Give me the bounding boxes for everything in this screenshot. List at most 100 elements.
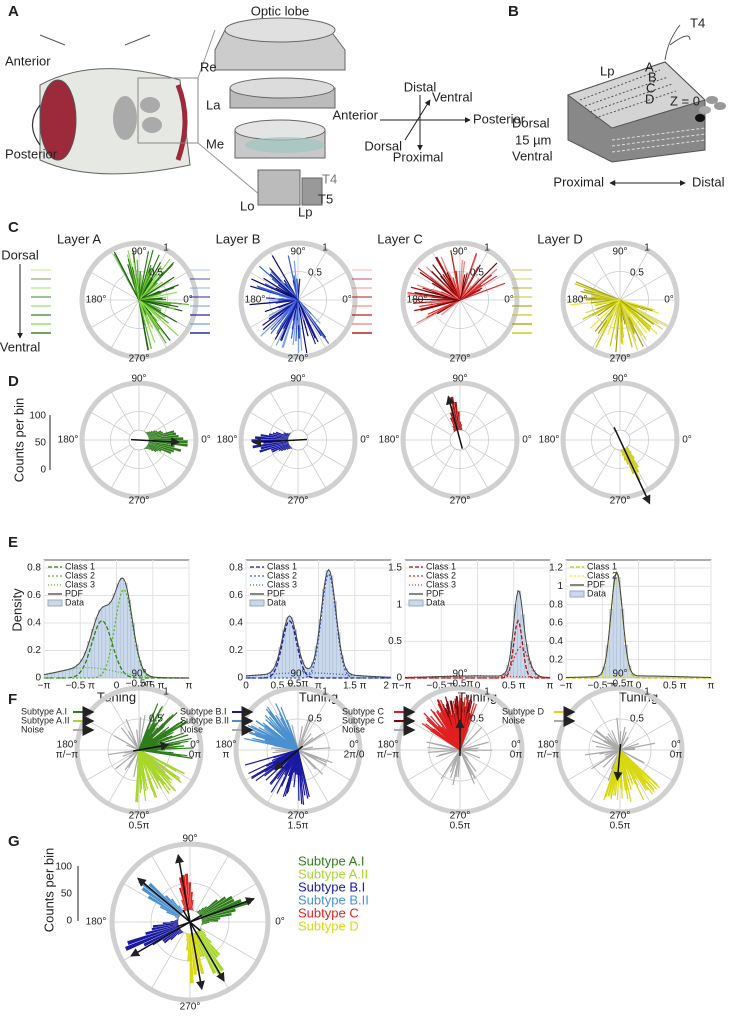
tuning-vector [619, 742, 656, 751]
label: Ventral [512, 148, 553, 163]
tuning-vector [414, 292, 461, 301]
label: 0° [275, 917, 285, 928]
rose-bar [159, 905, 180, 917]
mean-arrow [186, 908, 205, 991]
rose-bar [289, 432, 291, 434]
histogram-bar [61, 670, 66, 679]
tuning-vector [279, 713, 299, 751]
label: −0.5 π [588, 681, 618, 692]
label: 50 [61, 889, 73, 900]
label: 1 [484, 243, 490, 254]
label: 0° [183, 295, 193, 306]
label: 90° [290, 247, 305, 258]
rose-bar [177, 930, 183, 935]
label: PDF [587, 579, 606, 589]
polar-spoke [570, 411, 612, 436]
rose-bar [275, 431, 289, 437]
label: Distal [404, 79, 437, 94]
tuning-vector [285, 282, 299, 301]
mean-arrow [613, 426, 651, 505]
rose-bar [283, 432, 290, 436]
tuning-vector [113, 735, 140, 751]
rose-bar [162, 928, 181, 942]
polar-spoke [624, 390, 649, 432]
rose-bar [460, 424, 462, 431]
label: Subtype D [502, 706, 545, 716]
polar-spoke [459, 299, 510, 329]
mean-arrow [251, 437, 308, 447]
rose-bar [146, 431, 151, 435]
label: 0.5π [450, 821, 471, 832]
label: Density [9, 588, 24, 632]
tuning-vector [427, 746, 461, 751]
rose-bar [200, 899, 242, 918]
label: 180° [378, 740, 399, 751]
polar-spoke [619, 250, 649, 301]
label: π/−π [537, 750, 560, 761]
pdf-curve [565, 570, 712, 678]
rose-bar [199, 928, 206, 934]
label: G [8, 833, 20, 850]
label: 0 [237, 673, 243, 684]
rose-bar [190, 933, 197, 975]
rose-bar [201, 921, 210, 923]
tuning-vector [124, 749, 140, 771]
label: 270° [288, 811, 309, 822]
tuning-vector [593, 299, 621, 305]
rose-bar [188, 882, 192, 911]
histogram-bar [517, 590, 522, 679]
label: 0.5 [470, 714, 484, 725]
polar-spoke [297, 250, 327, 301]
rose-bar [147, 445, 157, 453]
tuning-vector [297, 749, 309, 799]
rose-bar [166, 911, 180, 918]
rose-bar [146, 446, 150, 450]
label: −π [399, 681, 412, 692]
label: 1 [484, 687, 490, 698]
label: 270° [288, 496, 309, 507]
tuning-vector [459, 273, 468, 301]
polar-spoke [110, 299, 140, 350]
pdf-curve [404, 589, 551, 678]
tuning-vector [440, 749, 461, 780]
tuning-vector [138, 724, 166, 751]
label: −0.5 π [66, 681, 96, 692]
label: Data [267, 597, 286, 607]
label: 180° [539, 435, 560, 446]
tuning-vector [426, 741, 461, 751]
label: 0.5π [288, 679, 309, 690]
rose-bar [144, 447, 146, 450]
rose-bar [180, 931, 183, 934]
label: Class 2 [587, 570, 617, 580]
label: E [8, 534, 18, 551]
label: 270° [288, 354, 309, 365]
label: Subtype C [342, 715, 385, 725]
label: Counts per bin [11, 398, 26, 483]
rose-bar [290, 432, 291, 434]
label: Ventral [432, 89, 473, 104]
polar-spoke [89, 271, 140, 301]
histogram-bar [58, 671, 63, 679]
label: F [8, 691, 17, 708]
polar-spoke [410, 411, 452, 436]
label: 0.5 [630, 268, 644, 279]
tuning-vector [264, 299, 299, 313]
label: 90° [612, 669, 627, 680]
rose-bar [152, 923, 179, 928]
tuning-vector [138, 749, 161, 787]
label: 0.4 [549, 636, 563, 647]
histogram-bar [105, 604, 110, 679]
rose-bar [174, 920, 179, 922]
tuning-vector [442, 709, 461, 751]
label: 0.6 [229, 590, 243, 601]
rose-bar [198, 906, 208, 915]
tuning-vector [619, 749, 634, 785]
tuning-vector [604, 749, 621, 756]
tuning-vector [619, 749, 636, 780]
label: 0.4 [229, 618, 243, 629]
label: 0° [201, 435, 211, 446]
rose-bar [194, 933, 200, 945]
label: 0.5 π [270, 681, 294, 692]
tuning-vector [269, 273, 299, 301]
label: 0 [636, 681, 642, 692]
